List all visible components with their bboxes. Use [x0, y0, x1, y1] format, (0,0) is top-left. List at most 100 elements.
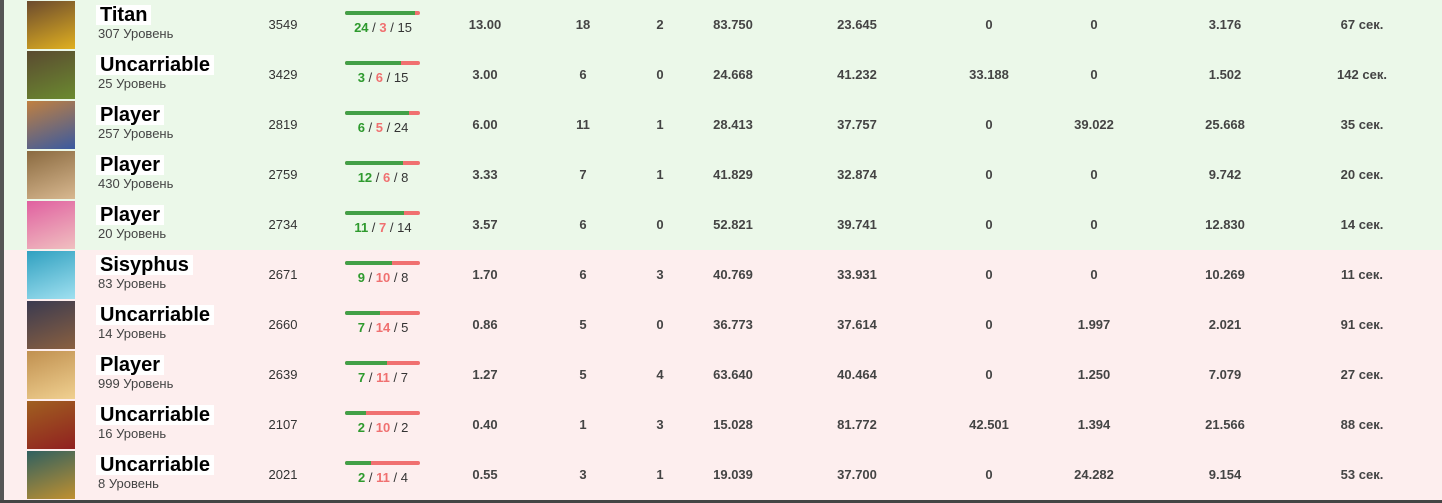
player-name[interactable]: Titan [96, 5, 152, 25]
stat-c6: 0 [1090, 167, 1098, 182]
stat-c5: 0 [985, 267, 993, 282]
stat-c6: 39.022 [1074, 117, 1114, 132]
kda-bar [345, 261, 420, 265]
stat-c6: 1.997 [1077, 317, 1111, 332]
stat-c2: 1 [656, 117, 664, 132]
stat-c6: 1.394 [1077, 417, 1111, 432]
stat-c4: 41.232 [837, 67, 877, 82]
stat-c5: 33.188 [969, 67, 1009, 82]
player-row[interactable]: Uncarriable 16 Уровень 2107 0.40 1 3 15.028 81… [4, 400, 1442, 450]
stat-time: 14 сек. [1340, 217, 1384, 232]
stat-c5: 0 [985, 367, 993, 382]
stat-time: 35 сек. [1340, 117, 1384, 132]
stat-c3: 28.413 [713, 117, 753, 132]
stat-c3: 52.821 [713, 217, 753, 232]
stat-c6: 0 [1090, 267, 1098, 282]
stat-c4: 32.874 [837, 167, 877, 182]
player-row[interactable]: Uncarriable 14 Уровень 2660 0.86 5 0 36.773 37… [4, 300, 1442, 350]
stat-c2: 4 [656, 367, 664, 382]
player-row[interactable]: Titan 307 Уровень 3549 13.00 18 2 83.750 23.64… [4, 0, 1442, 50]
stat-c6: 1.250 [1077, 367, 1111, 382]
stat-c6: 24.282 [1074, 467, 1114, 482]
avatar [27, 301, 75, 349]
player-row[interactable]: Player 257 Уровень 2819 6.00 11 1 28.413 37.75… [4, 100, 1442, 150]
player-row[interactable]: Uncarriable 8 Уровень 2021 0.55 3 1 19.039 37.… [4, 450, 1442, 500]
stat-c5: 0 [985, 217, 993, 232]
player-name[interactable]: Player [96, 105, 165, 125]
player-name[interactable]: Uncarriable [96, 405, 215, 425]
kda-bar [345, 161, 420, 165]
stat-c2: 2 [656, 17, 664, 32]
stat-rating: 2734 [268, 217, 298, 232]
stat-c7: 12.830 [1205, 217, 1245, 232]
player-name[interactable]: Player [96, 355, 165, 375]
kda-bar [345, 411, 420, 415]
kda: 3 / 6 / 15 [357, 70, 409, 85]
avatar [27, 351, 75, 399]
player-level: 14 Уровень [98, 326, 167, 341]
stat-time: 53 сек. [1340, 467, 1384, 482]
stat-c4: 81.772 [837, 417, 877, 432]
player-row[interactable]: Player 999 Уровень 2639 1.27 5 4 63.640 40.464… [4, 350, 1442, 400]
stat-c2: 3 [656, 417, 664, 432]
stat-c3: 83.750 [713, 17, 753, 32]
player-row[interactable]: Player 430 Уровень 2759 3.33 7 1 41.829 32.874… [4, 150, 1442, 200]
stat-c5: 0 [985, 317, 993, 332]
player-level: 20 Уровень [98, 226, 167, 241]
stat-c7: 9.154 [1208, 467, 1242, 482]
stat-c2: 3 [656, 267, 664, 282]
stat-c1: 5 [579, 367, 587, 382]
avatar [27, 1, 75, 49]
stat-time: 88 сек. [1340, 417, 1384, 432]
kda: 2 / 10 / 2 [357, 420, 409, 435]
stat-c3: 41.829 [713, 167, 753, 182]
stat-rating: 2671 [268, 267, 298, 282]
kda: 12 / 6 / 8 [357, 170, 409, 185]
player-row[interactable]: Player 20 Уровень 2734 3.57 6 0 52.821 39.741 0… [4, 200, 1442, 250]
stat-rating: 2660 [268, 317, 298, 332]
player-level: 25 Уровень [98, 76, 167, 91]
player-name[interactable]: Uncarriable [96, 305, 215, 325]
kda: 6 / 5 / 24 [357, 120, 409, 135]
stat-c2: 0 [656, 317, 664, 332]
stat-rating: 3549 [268, 17, 298, 32]
player-name[interactable]: Uncarriable [96, 55, 215, 75]
kda: 7 / 11 / 7 [358, 370, 408, 385]
stat-c5: 0 [985, 167, 993, 182]
stat-c5: 0 [985, 17, 993, 32]
player-name[interactable]: Sisyphus [96, 255, 193, 275]
stat-c7: 10.269 [1205, 267, 1245, 282]
stat-rating: 2021 [268, 467, 298, 482]
avatar [27, 51, 75, 99]
stat-kda_ratio: 1.27 [472, 367, 498, 382]
stat-c7: 7.079 [1208, 367, 1242, 382]
avatar [27, 201, 75, 249]
stat-c3: 36.773 [713, 317, 753, 332]
kda-bar [345, 461, 420, 465]
stat-c6: 0 [1090, 67, 1098, 82]
stat-time: 20 сек. [1340, 167, 1384, 182]
player-name[interactable]: Player [96, 205, 165, 225]
stat-kda_ratio: 0.86 [472, 317, 498, 332]
kda-bar [345, 111, 420, 115]
stat-time: 27 сек. [1340, 367, 1384, 382]
stat-time: 142 сек. [1337, 67, 1387, 82]
player-name[interactable]: Player [96, 155, 165, 175]
stat-c1: 6 [579, 267, 587, 282]
stat-c1: 3 [579, 467, 587, 482]
player-level: 16 Уровень [98, 426, 167, 441]
player-row[interactable]: Uncarriable 25 Уровень 3429 3.00 6 0 24.668 41… [4, 50, 1442, 100]
stat-kda_ratio: 3.00 [472, 67, 498, 82]
stat-kda_ratio: 3.57 [472, 217, 498, 232]
player-name[interactable]: Uncarriable [96, 455, 215, 475]
stat-time: 11 сек. [1341, 267, 1383, 282]
avatar [27, 251, 75, 299]
stat-rating: 2759 [268, 167, 298, 182]
stat-kda_ratio: 6.00 [472, 117, 498, 132]
stat-c3: 63.640 [713, 367, 753, 382]
stat-c2: 1 [656, 167, 664, 182]
kda: 2 / 11 / 4 [358, 470, 408, 485]
player-row[interactable]: Sisyphus 83 Уровень 2671 1.70 6 3 40.769 33.93… [4, 250, 1442, 300]
stat-c4: 37.700 [837, 467, 877, 482]
